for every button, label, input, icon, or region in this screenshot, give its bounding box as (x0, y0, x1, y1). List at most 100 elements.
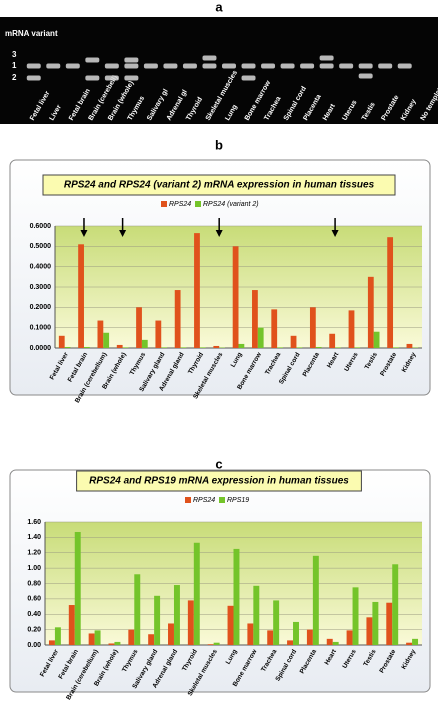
bar (141, 339, 148, 348)
arrow-head (119, 230, 127, 237)
gel-band (202, 55, 217, 61)
bar (392, 564, 399, 645)
bar (406, 343, 413, 348)
gel-band (124, 57, 139, 63)
gel-band (85, 75, 100, 81)
panel-label: c (215, 456, 222, 471)
bar (412, 638, 419, 645)
gel-band (319, 63, 334, 69)
y-tick-label: 1.20 (27, 550, 41, 557)
bar (306, 629, 313, 645)
bar (155, 320, 162, 348)
legend-swatch (161, 201, 167, 207)
bar (406, 642, 413, 645)
y-tick-label: 0.3000 (30, 284, 52, 291)
gel-band (104, 63, 119, 69)
y-tick-label: 0.0000 (30, 345, 52, 352)
bar (68, 605, 75, 645)
y-tick-label: 0.4000 (30, 264, 52, 271)
bar (271, 309, 278, 348)
gel-band (241, 75, 256, 81)
legend-swatch (195, 201, 201, 207)
bar (174, 290, 181, 348)
bar (393, 347, 399, 348)
gel-band (280, 63, 295, 69)
legend-label: RPS24 (169, 201, 191, 208)
gel-band (378, 63, 393, 69)
bar (83, 346, 90, 348)
bar (238, 343, 245, 348)
bar (287, 640, 294, 645)
bar (173, 585, 180, 645)
bar (213, 345, 220, 348)
gel-band (104, 75, 119, 81)
legend-label: RPS24 (variant 2) (203, 201, 259, 208)
title-box (42, 174, 396, 196)
bar (187, 600, 194, 645)
bar (148, 634, 155, 645)
bar (233, 548, 240, 645)
chart-title: RPS24 and RPS24 (variant 2) mRNA express… (64, 180, 375, 191)
bar (97, 320, 104, 348)
bar (78, 244, 84, 348)
bar (309, 307, 316, 348)
band-label: 3 (12, 50, 17, 59)
legend-swatch (219, 497, 225, 503)
gel-band (241, 63, 256, 69)
gel-band (300, 63, 315, 69)
arrow-head (215, 230, 223, 237)
bar (213, 642, 220, 645)
gel-image (0, 17, 438, 124)
bar (387, 237, 394, 348)
y-tick-label: 0.1000 (30, 325, 52, 332)
y-tick-label: 0.6000 (30, 223, 52, 230)
bar (346, 630, 353, 645)
bar (94, 630, 101, 645)
legend-label: RPS24 (193, 497, 215, 504)
title-box (76, 470, 362, 492)
bar (58, 335, 65, 348)
bar (199, 347, 206, 348)
bar (348, 310, 355, 348)
y-tick-label: 0.20 (27, 626, 41, 633)
y-tick-label: 0.2000 (30, 304, 52, 311)
bar (161, 347, 168, 348)
bar (273, 600, 280, 645)
gel-band (261, 63, 276, 69)
bar (128, 629, 135, 645)
bar (312, 555, 319, 645)
bar (253, 585, 260, 645)
y-tick-label: 1.00 (27, 565, 41, 572)
bar (193, 542, 200, 645)
bar (168, 623, 174, 645)
bar (108, 643, 115, 645)
panel-label: a (215, 0, 223, 14)
legend-swatch (185, 497, 191, 503)
gel-band (65, 63, 80, 69)
gel-band (397, 63, 412, 69)
bar (154, 595, 161, 645)
bar (293, 621, 299, 645)
gel-band (339, 63, 354, 69)
bar (114, 641, 121, 645)
bar (386, 602, 393, 645)
bar (122, 347, 129, 348)
bar (326, 638, 333, 645)
y-tick-label: 0.40 (27, 611, 41, 618)
bar (366, 617, 373, 645)
gel-band (124, 63, 139, 69)
bar (335, 347, 341, 348)
bar (354, 347, 361, 348)
gel-band (182, 63, 197, 69)
gel-band (85, 57, 100, 63)
gel-band (358, 73, 373, 79)
bar (247, 623, 254, 645)
gel-band (222, 63, 236, 69)
gel-band (26, 63, 41, 69)
bar (367, 276, 374, 348)
bar (290, 335, 297, 348)
bar (103, 332, 110, 348)
bar (180, 347, 187, 348)
gel-band (26, 75, 41, 81)
